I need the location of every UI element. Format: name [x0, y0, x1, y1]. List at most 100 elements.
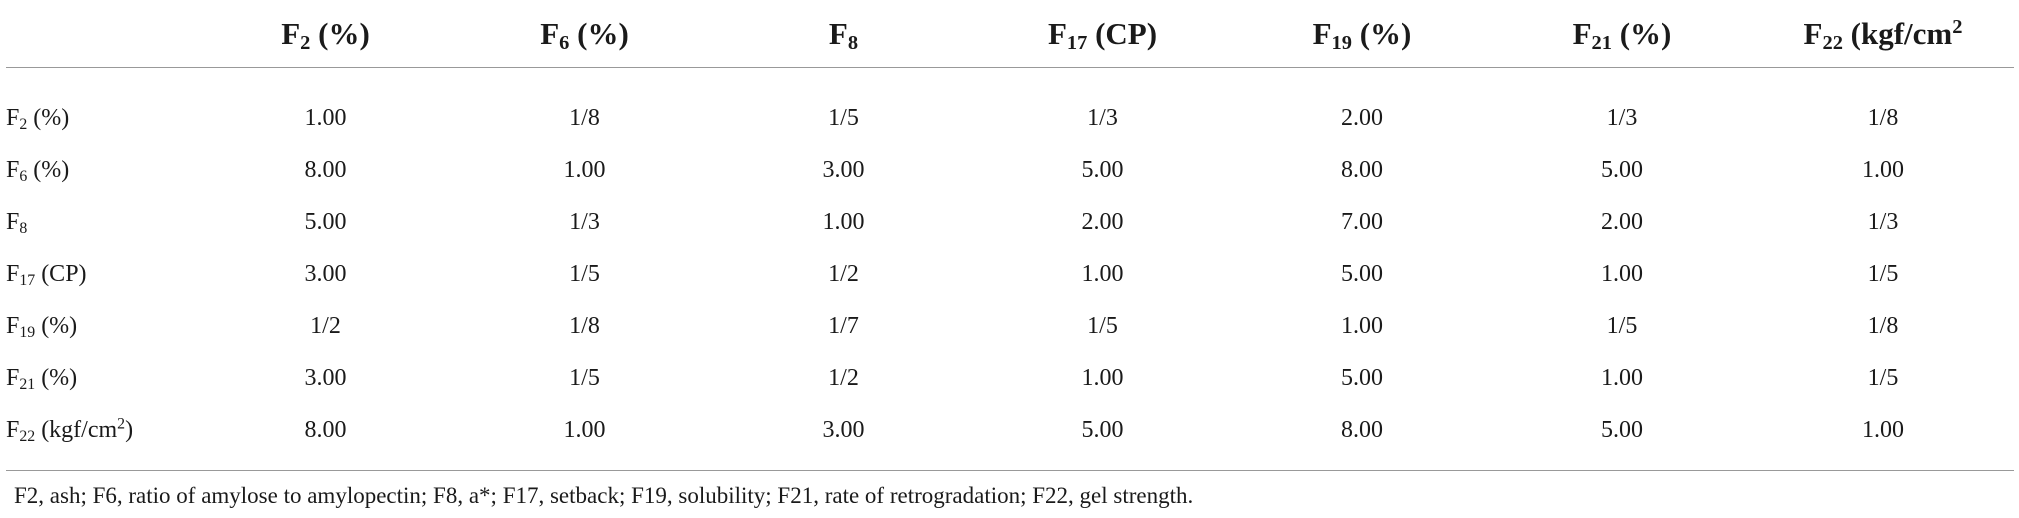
- table-row: F6 (%) 8.00 1.00 3.00 5.00 8.00 5.00 1.00: [6, 144, 2014, 196]
- label-unit: (%): [569, 15, 629, 51]
- label-subscript: 17: [19, 271, 36, 289]
- table-cell: 2.00: [1341, 104, 1383, 131]
- table-body: F2 (%) 1.00 1/8 1/5 1/3 2.00 1/3 1/8 F6 (%) 8.00 1…: [6, 68, 2014, 471]
- table-cell: 3.00: [822, 156, 865, 183]
- row-header: F6 (%): [6, 144, 196, 196]
- table-cell: 2.00: [1601, 208, 1643, 235]
- label-subscript: 21: [1591, 31, 1612, 54]
- table-cell: 1/8: [569, 104, 600, 131]
- label-unit: (%): [27, 156, 70, 183]
- column-header: F2 (%): [196, 0, 455, 68]
- table-cell: 7.00: [1341, 208, 1383, 235]
- table-cell: 1/2: [310, 312, 341, 339]
- label-base: F: [1047, 15, 1067, 51]
- label-unit: (%): [35, 312, 78, 339]
- pairwise-comparison-table-container: F2 (%) F6 (%) F8 F17 (CP) F19 (%) F21 (%) F22 …: [6, 0, 2014, 471]
- table-cell: 5.00: [1341, 364, 1383, 391]
- table-cell: 1/5: [569, 260, 600, 287]
- table-cell: 2.00: [1081, 208, 1124, 235]
- table-cell: 1.00: [1341, 312, 1383, 339]
- table-cell: 1/5: [1867, 260, 1899, 287]
- label-base: F: [6, 104, 20, 131]
- label-subscript: 2: [300, 31, 311, 54]
- table-cell: 1.00: [1862, 416, 1904, 443]
- table-cell: 1/7: [828, 312, 859, 339]
- label-subscript: 6: [19, 167, 28, 185]
- label-subscript: 17: [1066, 31, 1088, 54]
- table-cell: 1/2: [828, 364, 859, 391]
- table-cell: 1/3: [1087, 104, 1118, 131]
- table-cell: 1.00: [1081, 364, 1124, 391]
- table-cell: 1.00: [822, 208, 865, 235]
- label-unit-close: ): [125, 416, 134, 443]
- label-base: F: [1572, 15, 1592, 51]
- label-base: F: [6, 364, 20, 391]
- pairwise-comparison-table: F2 (%) F6 (%) F8 F17 (CP) F19 (%) F21 (%) F22 …: [6, 0, 2014, 471]
- row-header: F17 (CP): [6, 248, 196, 300]
- row-header: F2 (%): [6, 68, 196, 145]
- label-subscript: 19: [1331, 31, 1352, 54]
- header-corner-cell: [6, 0, 196, 68]
- table-cell: 1.00: [1601, 260, 1643, 287]
- table-cell: 1/8: [569, 312, 600, 339]
- row-header: F22 (kgf/cm2): [6, 404, 196, 471]
- table-cell: 1/8: [1867, 104, 1899, 131]
- table-cell: 1.00: [1862, 156, 1904, 183]
- label-unit: (CP): [1087, 15, 1158, 51]
- table-cell: 1.00: [1081, 260, 1124, 287]
- label-unit: (%): [1351, 15, 1412, 51]
- table-cell: 3.00: [304, 260, 347, 287]
- label-base: F: [828, 15, 848, 51]
- row-header: F8: [6, 196, 196, 248]
- label-base: F: [1803, 15, 1823, 51]
- label-unit: (%): [27, 104, 70, 131]
- table-row: F8 5.00 1/3 1.00 2.00 7.00 2.00 1/3: [6, 196, 2014, 248]
- table-cell: 1.00: [304, 104, 347, 131]
- column-header: F21 (%): [1492, 0, 1752, 68]
- table-cell: 5.00: [1341, 260, 1383, 287]
- column-header: F17 (CP): [973, 0, 1232, 68]
- label-unit: (kgf/cm: [35, 416, 118, 443]
- table-cell: 5.00: [1601, 416, 1643, 443]
- table-cell: 3.00: [304, 364, 347, 391]
- label-base: F: [6, 312, 20, 339]
- table-cell: 1.00: [563, 416, 606, 443]
- label-base: F: [6, 156, 20, 183]
- table-cell: 1/5: [1606, 312, 1638, 339]
- label-base: F: [6, 260, 20, 287]
- label-base: F: [540, 15, 560, 51]
- table-cell: 1/3: [1867, 208, 1899, 235]
- label-subscript: 8: [847, 31, 859, 54]
- table-cell: 1/5: [828, 104, 859, 131]
- label-base: F: [6, 416, 20, 443]
- table-cell: 8.00: [304, 416, 347, 443]
- table-cell: 1/5: [569, 364, 600, 391]
- label-subscript: 21: [19, 375, 36, 393]
- row-header: F21 (%): [6, 352, 196, 404]
- label-superscript: 2: [1952, 15, 1963, 38]
- table-cell: 5.00: [1601, 156, 1643, 183]
- table-cell: 8.00: [304, 156, 347, 183]
- label-unit: (%): [35, 364, 78, 391]
- label-unit: (%): [310, 15, 370, 51]
- table-cell: 8.00: [1341, 416, 1383, 443]
- table-cell: 1/5: [1867, 364, 1899, 391]
- label-subscript: 8: [19, 219, 28, 237]
- column-header: F6 (%): [455, 0, 714, 68]
- table-row: F21 (%) 3.00 1/5 1/2 1.00 5.00 1.00 1/5: [6, 352, 2014, 404]
- table-cell: 3.00: [822, 416, 865, 443]
- label-subscript: 22: [19, 427, 36, 445]
- label-base: F: [281, 15, 301, 51]
- table-cell: 1/5: [1087, 312, 1118, 339]
- table-row: F19 (%) 1/2 1/8 1/7 1/5 1.00 1/5 1/8: [6, 300, 2014, 352]
- table-cell: 1.00: [563, 156, 606, 183]
- table-row: F17 (CP) 3.00 1/5 1/2 1.00 5.00 1.00 1/5: [6, 248, 2014, 300]
- label-unit: (kgf/cm: [1842, 15, 1953, 51]
- table-cell: 1/2: [828, 260, 859, 287]
- table-row: F2 (%) 1.00 1/8 1/5 1/3 2.00 1/3 1/8: [6, 68, 2014, 145]
- label-subscript: 6: [559, 31, 570, 54]
- table-row: F22 (kgf/cm2) 8.00 1.00 3.00 5.00 8.00 5.00 1.0…: [6, 404, 2014, 471]
- row-header: F19 (%): [6, 300, 196, 352]
- table-cell: 1.00: [1601, 364, 1643, 391]
- column-header: F22 (kgf/cm2: [1752, 0, 2014, 68]
